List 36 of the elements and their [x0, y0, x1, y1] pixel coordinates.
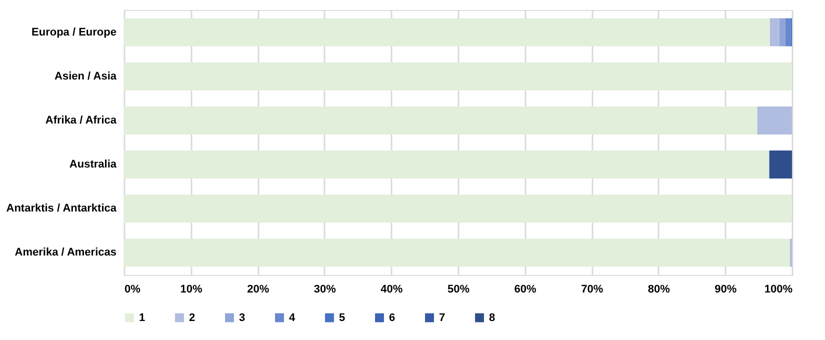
legend-label: 2 — [189, 312, 196, 324]
bar — [124, 106, 758, 134]
y-tick-label: Antarktis / Antarktica — [6, 202, 118, 215]
x-tick-label: 0% — [124, 284, 141, 296]
x-tick-label: 10% — [180, 284, 203, 296]
bar — [124, 62, 792, 90]
bar — [779, 18, 786, 46]
x-tick-label: 80% — [648, 284, 670, 296]
bar — [124, 150, 770, 179]
bar — [757, 106, 792, 134]
x-tick-label: 30% — [314, 284, 336, 296]
bar — [770, 18, 780, 46]
bar — [124, 194, 792, 223]
y-tick-label: Afrika / Africa — [45, 114, 118, 126]
legend-label: 1 — [139, 312, 146, 324]
bar — [769, 150, 792, 179]
x-tick-label: 20% — [247, 284, 270, 296]
y-tick-label: Australia — [69, 158, 118, 171]
legend-label: 7 — [439, 312, 446, 324]
x-tick-label: 100% — [764, 284, 793, 296]
y-tick-label: Asien / Asia — [54, 70, 118, 82]
x-tick-label: 90% — [714, 284, 737, 296]
bar — [124, 238, 790, 267]
legend-label: 8 — [489, 312, 496, 324]
legend-label: 3 — [239, 312, 246, 324]
x-tick-label: 50% — [447, 284, 470, 296]
y-tick-label: Amerika / Americas — [14, 246, 116, 259]
legend-label: 5 — [339, 312, 346, 324]
x-tick-label: 40% — [380, 284, 403, 296]
bar — [124, 18, 770, 46]
x-tick-label: 70% — [581, 284, 604, 296]
bar — [785, 18, 791, 46]
legend-label: 6 — [389, 312, 396, 324]
x-tick-label: 60% — [514, 284, 537, 296]
legend-label: 4 — [289, 312, 296, 324]
y-tick-label: Europa / Europe — [32, 26, 116, 38]
